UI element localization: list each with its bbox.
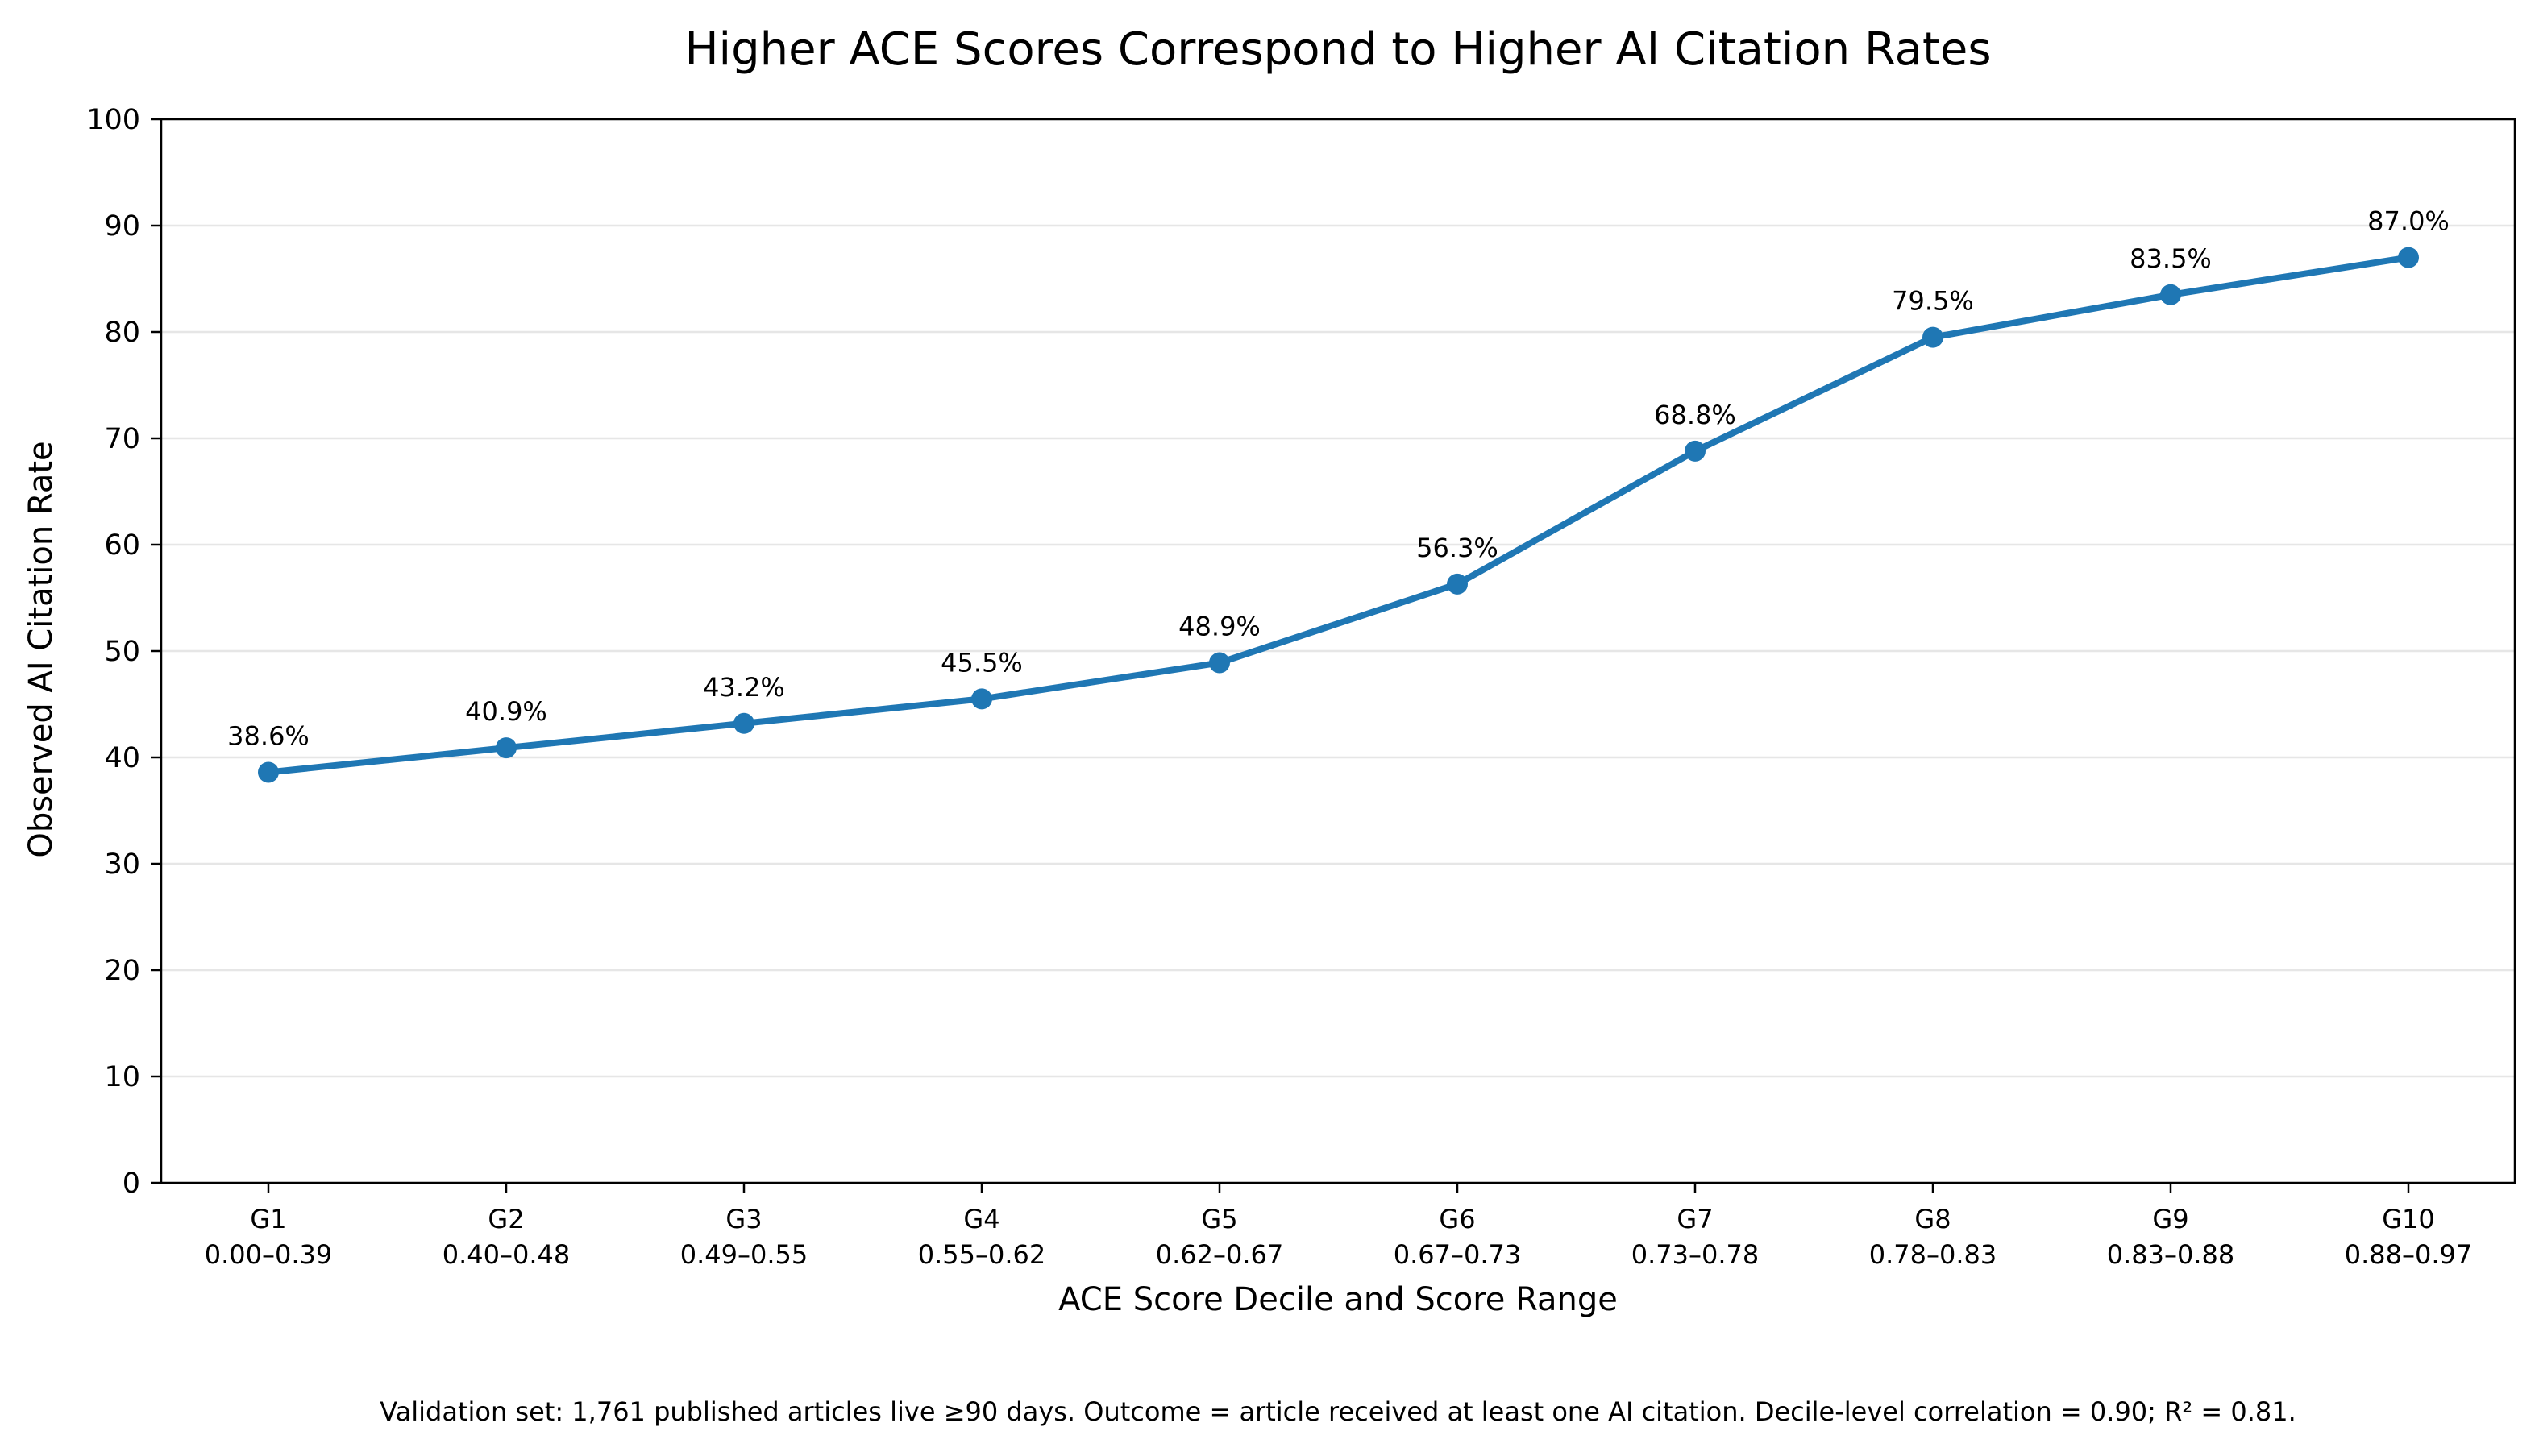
data-label: 87.0%: [2367, 206, 2450, 237]
x-tick-range-label: 0.00–0.39: [205, 1239, 333, 1270]
data-label: 83.5%: [2130, 243, 2212, 274]
data-point: [1922, 326, 1943, 348]
x-axis-ticks: G1 0.00–0.39 G2 0.40–0.48 G3 0.49–0.55 G4 0.55–…: [205, 1183, 2473, 1270]
x-tick-label: G5: [1201, 1204, 1237, 1234]
data-label: 45.5%: [941, 647, 1023, 678]
y-axis-ticks: 0 10 20 30 40 50 60 70 80 90 100: [86, 104, 161, 1200]
x-tick-range-label: 0.83–0.88: [2107, 1239, 2235, 1270]
data-label: 79.5%: [1892, 286, 1974, 317]
series-layer: [258, 247, 2419, 783]
y-tick-label: 80: [104, 317, 140, 349]
y-axis-label: Observed AI Citation Rate: [23, 441, 60, 857]
y-tick-label: 70: [104, 423, 140, 455]
data-label: 40.9%: [465, 696, 547, 727]
x-tick-label: G3: [725, 1204, 762, 1234]
x-tick-label: G10: [2382, 1204, 2435, 1234]
y-tick-label: 90: [104, 210, 140, 243]
y-tick-label: 50: [104, 636, 140, 668]
data-point: [2160, 284, 2181, 305]
data-point: [733, 712, 754, 734]
data-point: [971, 688, 992, 710]
x-tick-range-label: 0.78–0.83: [1869, 1239, 1997, 1270]
x-tick-label: G6: [1439, 1204, 1475, 1234]
x-tick-label: G2: [488, 1204, 524, 1234]
data-label: 56.3%: [1416, 533, 1498, 563]
x-tick-range-label: 0.62–0.67: [1156, 1239, 1284, 1270]
x-tick-label: G9: [2152, 1204, 2188, 1234]
x-tick-range-label: 0.67–0.73: [1394, 1239, 1522, 1270]
y-tick-label: 20: [104, 955, 140, 987]
y-tick-label: 10: [104, 1061, 140, 1093]
y-tick-label: 30: [104, 848, 140, 881]
series-line: [265, 254, 2412, 776]
x-tick-label: G7: [1677, 1204, 1713, 1234]
y-tick-label: 40: [104, 742, 140, 774]
plot-area-frame: [160, 118, 2516, 1184]
x-tick-range-label: 0.49–0.55: [680, 1239, 808, 1270]
x-tick-label: G1: [250, 1204, 286, 1234]
x-tick-range-label: 0.40–0.48: [443, 1239, 571, 1270]
data-label: 68.8%: [1654, 400, 1736, 430]
y-tick-label: 0: [123, 1168, 140, 1200]
x-tick-range-label: 0.55–0.62: [918, 1239, 1046, 1270]
data-point: [2398, 247, 2419, 268]
data-point: [496, 737, 517, 759]
data-label: 38.6%: [227, 720, 310, 751]
y-tick-label: 100: [86, 104, 140, 136]
data-label: 43.2%: [703, 672, 785, 703]
data-point: [258, 761, 279, 783]
chart-footnote: Validation set: 1,761 published articles…: [380, 1396, 2296, 1427]
data-point: [1685, 440, 1706, 462]
data-label: 48.9%: [1178, 612, 1261, 642]
data-point: [1209, 652, 1230, 674]
y-tick-label: 60: [104, 529, 140, 562]
x-tick-label: G8: [1914, 1204, 1951, 1234]
gridlines: [161, 224, 2515, 1078]
data-labels: 38.6% 40.9% 43.2% 45.5% 48.9% 56.3% 68.8% 79.5%…: [227, 206, 2450, 752]
chart-title: Higher ACE Scores Correspond to Higher A…: [684, 23, 1991, 76]
x-tick-label: G4: [963, 1204, 999, 1234]
data-point: [1447, 573, 1468, 595]
x-tick-range-label: 0.88–0.97: [2345, 1239, 2473, 1270]
x-axis-label: ACE Score Decile and Score Range: [1058, 1281, 1618, 1318]
x-tick-range-label: 0.73–0.78: [1631, 1239, 1760, 1270]
